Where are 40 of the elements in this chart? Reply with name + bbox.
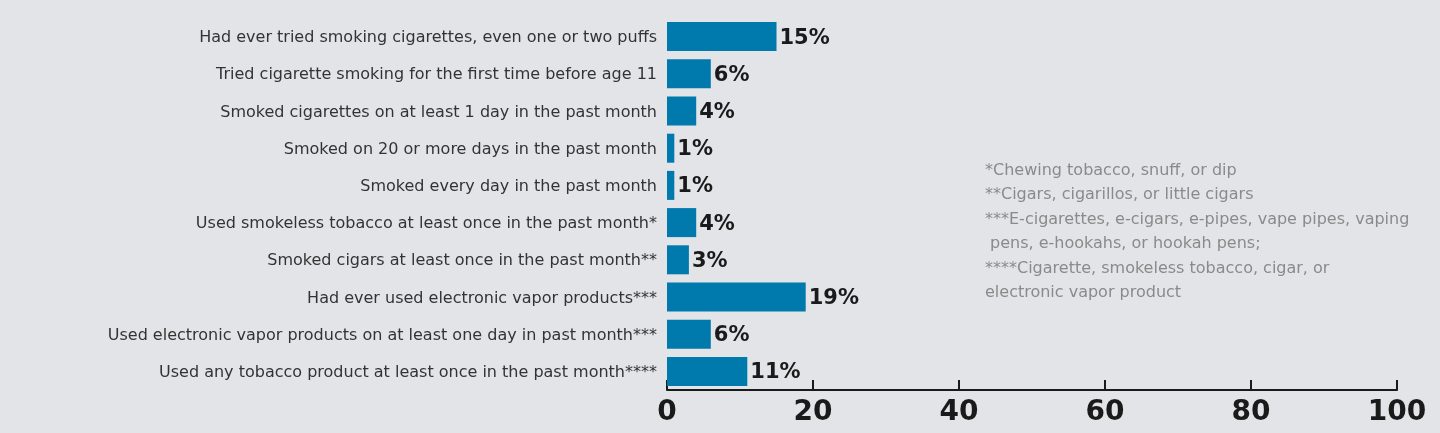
data-label: 3%: [691, 247, 728, 272]
data-label: 1%: [677, 173, 713, 198]
x-tick-label: 0: [657, 393, 677, 427]
data-label: 11%: [750, 359, 801, 384]
x-tick-label: 60: [1085, 393, 1125, 427]
data-label: 6%: [713, 322, 750, 347]
x-tick-label: 40: [939, 393, 979, 427]
x-tick-label: 100: [1367, 393, 1427, 427]
bar: [667, 96, 697, 126]
y-tick-label: Had ever used electronic vapor products***: [307, 287, 657, 307]
bar: [667, 22, 777, 52]
y-tick-label: Smoked on 20 or more days in the past month: [283, 138, 657, 158]
y-tick-label: Used smokeless tobacco at least once in the past month*: [195, 213, 657, 233]
bar: [667, 356, 748, 386]
bar: [667, 59, 711, 89]
y-tick-label: Had ever tried smoking cigarettes, even one or two puffs: [199, 27, 657, 47]
y-tick-label: Smoked cigarettes on at least 1 day in the past month: [220, 101, 657, 121]
bar: [667, 319, 711, 349]
annotation: ***E-cigarettes, e-cigars, e-pipes, vape pipes, vaping pens, e-hookahs, or hookah pens;: [985, 208, 1410, 253]
y-tick-label: Smoked cigars at least once in the past month**: [267, 250, 657, 270]
data-label: 4%: [699, 210, 735, 235]
bar: [667, 282, 806, 312]
annotation: ****Cigarette, smokeless tobacco, cigar, or electronic vapor product: [985, 257, 1335, 302]
data-label: 19%: [808, 285, 859, 309]
y-tick-label: Used any tobacco product at least once in the past month****: [159, 361, 657, 381]
bar: [667, 133, 675, 163]
x-tick-label: 80: [1231, 393, 1271, 427]
annotation: *Chewing tobacco, snuff, or dip: [985, 159, 1237, 179]
annotation: **Cigars, cigarillos, or little cigars: [985, 184, 1254, 204]
bar: [667, 245, 689, 275]
data-label: 6%: [713, 61, 750, 86]
x-tick-label: 20: [793, 393, 833, 427]
y-tick-label: Smoked every day in the past month: [360, 175, 657, 195]
data-label: 15%: [779, 24, 830, 49]
y-tick-label: Tried cigarette smoking for the first time before age 11: [215, 64, 657, 84]
data-label: 1%: [677, 136, 713, 161]
y-tick-label: Used electronic vapor products on at least one day in past month***: [107, 324, 657, 344]
bar: [667, 170, 675, 200]
data-label: 4%: [699, 99, 735, 123]
bar: [667, 208, 697, 238]
